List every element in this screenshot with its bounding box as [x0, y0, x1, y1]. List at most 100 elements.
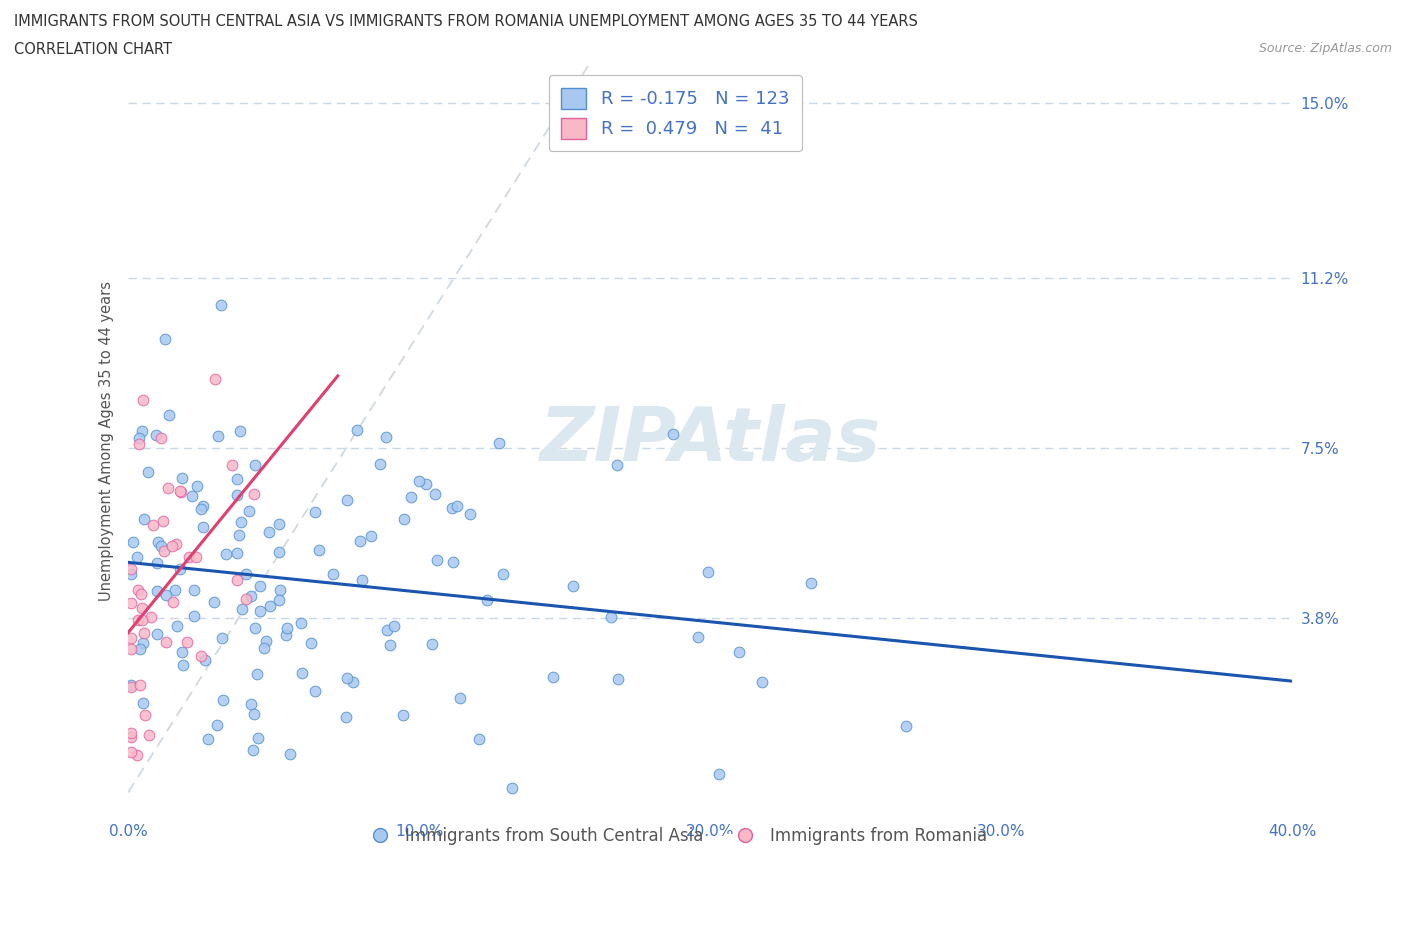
Point — [696, 565, 718, 579]
Y-axis label: Unemployment Among Ages 35 to 44 years: Unemployment Among Ages 35 to 44 years — [100, 281, 114, 601]
Point — [243, 620, 266, 635]
Point — [267, 516, 290, 531]
Point — [120, 680, 142, 695]
Point — [894, 719, 917, 734]
Point — [125, 550, 148, 565]
Point — [492, 566, 515, 581]
Legend: Immigrants from South Central Asia, Immigrants from Romania: Immigrants from South Central Asia, Immi… — [357, 820, 994, 852]
Point — [120, 678, 142, 693]
Point — [125, 748, 148, 763]
Point — [229, 423, 252, 438]
Point — [160, 538, 183, 553]
Point — [145, 428, 167, 443]
Point — [177, 550, 200, 565]
Point — [155, 634, 177, 649]
Point — [190, 501, 212, 516]
Point — [488, 435, 510, 450]
Text: IMMIGRANTS FROM SOUTH CENTRAL ASIA VS IMMIGRANTS FROM ROMANIA UNEMPLOYMENT AMONG: IMMIGRANTS FROM SOUTH CENTRAL ASIA VS IM… — [14, 14, 918, 29]
Point — [274, 627, 297, 642]
Point — [134, 512, 156, 526]
Point — [149, 539, 172, 554]
Point — [231, 514, 253, 529]
Point — [163, 582, 186, 597]
Point — [134, 707, 156, 722]
Point — [197, 732, 219, 747]
Point — [142, 517, 165, 532]
Point — [304, 504, 326, 519]
Point — [190, 648, 212, 663]
Point — [148, 535, 170, 550]
Point — [169, 561, 191, 576]
Point — [120, 562, 142, 577]
Point — [120, 642, 142, 657]
Point — [122, 534, 145, 549]
Point — [290, 616, 312, 631]
Point — [165, 537, 187, 551]
Point — [291, 666, 314, 681]
Point — [249, 578, 271, 593]
Point — [211, 631, 233, 645]
Point — [136, 465, 159, 480]
Point — [259, 525, 281, 539]
Point — [128, 431, 150, 445]
Point — [336, 671, 359, 685]
Point — [156, 481, 179, 496]
Point — [238, 503, 260, 518]
Point — [226, 546, 249, 561]
Point — [242, 743, 264, 758]
Point — [129, 587, 152, 602]
Point — [408, 473, 430, 488]
Point — [128, 437, 150, 452]
Point — [375, 623, 398, 638]
Point — [800, 576, 823, 591]
Point — [186, 550, 208, 565]
Point — [128, 678, 150, 693]
Point — [599, 609, 621, 624]
Point — [162, 595, 184, 610]
Point — [468, 732, 491, 747]
Point — [127, 613, 149, 628]
Point — [449, 691, 471, 706]
Point — [276, 621, 298, 636]
Point — [709, 767, 731, 782]
Point — [215, 546, 238, 561]
Point — [153, 544, 176, 559]
Point — [267, 592, 290, 607]
Point — [157, 408, 180, 423]
Point — [336, 493, 359, 508]
Point — [501, 780, 523, 795]
Point — [423, 486, 446, 501]
Point — [253, 641, 276, 656]
Point — [146, 627, 169, 642]
Point — [240, 697, 263, 711]
Point — [299, 635, 322, 650]
Point — [204, 372, 226, 387]
Point — [541, 670, 564, 684]
Point — [728, 644, 751, 659]
Point — [209, 298, 232, 312]
Point — [269, 583, 291, 598]
Point — [193, 519, 215, 534]
Point — [246, 667, 269, 682]
Point — [688, 629, 710, 644]
Point — [186, 479, 208, 494]
Point — [146, 555, 169, 570]
Point — [235, 591, 257, 606]
Point — [170, 471, 193, 485]
Point — [378, 637, 401, 652]
Point — [152, 513, 174, 528]
Point — [131, 424, 153, 439]
Point — [226, 573, 249, 588]
Point — [212, 693, 235, 708]
Point — [399, 489, 422, 504]
Point — [193, 498, 215, 513]
Point — [120, 566, 142, 581]
Point — [415, 477, 437, 492]
Point — [662, 426, 685, 441]
Point — [751, 674, 773, 689]
Point — [221, 457, 243, 472]
Point — [131, 600, 153, 615]
Point — [360, 528, 382, 543]
Point — [150, 431, 173, 445]
Text: ZIPAtlas: ZIPAtlas — [540, 405, 880, 477]
